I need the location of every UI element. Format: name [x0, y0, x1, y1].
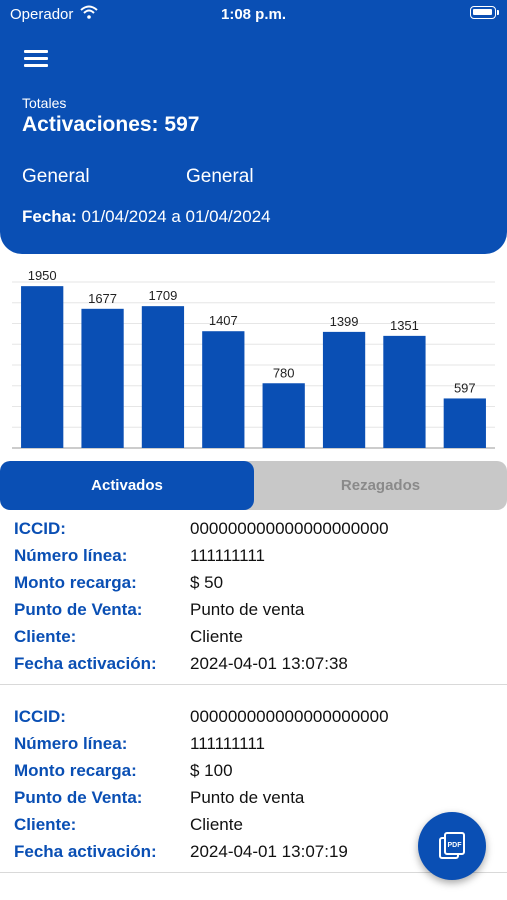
- record-row: Fecha activación: 2024-04-01 13:07:38: [0, 654, 507, 681]
- field-value: Cliente: [190, 815, 243, 834]
- field-label: Fecha activación:: [14, 842, 157, 861]
- field-value: 111111111: [190, 546, 265, 565]
- field-label: Monto recarga:: [14, 761, 137, 780]
- chart-data-label: 1407: [209, 313, 238, 328]
- date-range: Fecha: 01/04/2024 a 01/04/2024: [22, 207, 271, 227]
- activations-bar-chart: 1950 1677 1709 1407 780 1399 1351 597: [12, 268, 495, 449]
- record-row: ICCID: 000000000000000000000: [0, 519, 507, 546]
- chart-data-label: 1950: [28, 268, 57, 283]
- record-row: Número línea: 111111111: [0, 734, 507, 761]
- tab-bar: Activados Rezagados: [0, 461, 507, 510]
- chart-bar: [81, 308, 124, 448]
- field-label: Número línea:: [14, 546, 128, 565]
- field-label: Punto de Venta:: [14, 788, 143, 807]
- record-row: Punto de Venta: Punto de venta: [0, 600, 507, 627]
- wifi-icon: [80, 5, 98, 19]
- field-value: 2024-04-01 13:07:19: [190, 842, 348, 861]
- totals-label: Totales: [22, 95, 67, 111]
- tab-rezagados[interactable]: Rezagados: [340, 477, 421, 494]
- record-row: Monto recarga: $ 100: [0, 761, 507, 788]
- chart-data-label: 597: [454, 380, 476, 395]
- activations-label: Activaciones:: [22, 113, 159, 136]
- field-label: Número línea:: [14, 734, 128, 753]
- divider: [0, 872, 507, 873]
- record-row: Cliente: Cliente: [0, 815, 507, 842]
- field-label: Fecha activación:: [14, 654, 157, 673]
- field-label: Monto recarga:: [14, 573, 137, 592]
- menu-icon[interactable]: [24, 50, 48, 70]
- chart-bar: [141, 306, 185, 448]
- activations-value: 597: [164, 113, 200, 136]
- export-pdf-button[interactable]: PDF: [418, 812, 486, 880]
- filter-general-2[interactable]: General: [186, 166, 254, 187]
- field-value: Punto de venta: [190, 788, 305, 807]
- record-row: Fecha activación: 2024-04-01 13:07:19: [0, 842, 507, 869]
- filter-general-1[interactable]: General: [22, 166, 90, 187]
- date-label: Fecha:: [22, 207, 77, 226]
- chart-bar: [21, 286, 64, 448]
- field-value: $ 100: [190, 761, 233, 780]
- chart-data-label: 1709: [148, 288, 177, 303]
- field-label: Punto de Venta:: [14, 600, 143, 619]
- date-range-value: 01/04/2024 a 01/04/2024: [81, 207, 271, 226]
- clock: 1:08 p.m.: [220, 6, 287, 23]
- activations-total: Activaciones: 597: [22, 113, 199, 137]
- field-label: Cliente:: [14, 627, 77, 646]
- header: Operador 1:08 p.m. Totales Activaciones:…: [0, 0, 507, 254]
- field-value: $ 50: [190, 573, 224, 592]
- field-value: 2024-04-01 13:07:38: [190, 654, 348, 673]
- record-row: Monto recarga: $ 50: [0, 573, 507, 600]
- field-value: Cliente: [190, 627, 243, 646]
- record-row: Número línea: 111111111: [0, 546, 507, 573]
- chart-data-label: 1677: [88, 291, 117, 306]
- chart-data-label: 1399: [330, 314, 359, 329]
- field-value: Punto de venta: [190, 600, 305, 619]
- chart-bar: [202, 331, 245, 448]
- record-row: Punto de Venta: Punto de venta: [0, 788, 507, 815]
- field-label: Cliente:: [14, 815, 77, 834]
- field-label: ICCID:: [14, 707, 66, 726]
- pdf-icon: PDF: [439, 832, 465, 859]
- battery-icon: [470, 6, 499, 19]
- svg-text:PDF: PDF: [448, 842, 463, 849]
- chart-bar: [443, 398, 486, 448]
- divider: [0, 684, 507, 685]
- tab-activados[interactable]: Activados: [0, 461, 254, 510]
- status-bar: Operador 1:08 p.m.: [0, 0, 507, 28]
- field-value: 000000000000000000000: [190, 707, 389, 726]
- chart-data-label: 1351: [390, 318, 419, 333]
- chart-bar: [383, 335, 426, 448]
- record-row: Cliente: Cliente: [0, 627, 507, 654]
- chart-bar: [322, 331, 366, 448]
- chart-bar: [262, 383, 305, 448]
- chart-data-label: 780: [273, 365, 295, 380]
- field-value: 000000000000000000000: [190, 519, 389, 538]
- carrier-label: Operador: [10, 6, 74, 23]
- field-label: ICCID:: [14, 519, 66, 538]
- record-row: ICCID: 000000000000000000000: [0, 707, 507, 734]
- field-value: 111111111: [190, 734, 265, 753]
